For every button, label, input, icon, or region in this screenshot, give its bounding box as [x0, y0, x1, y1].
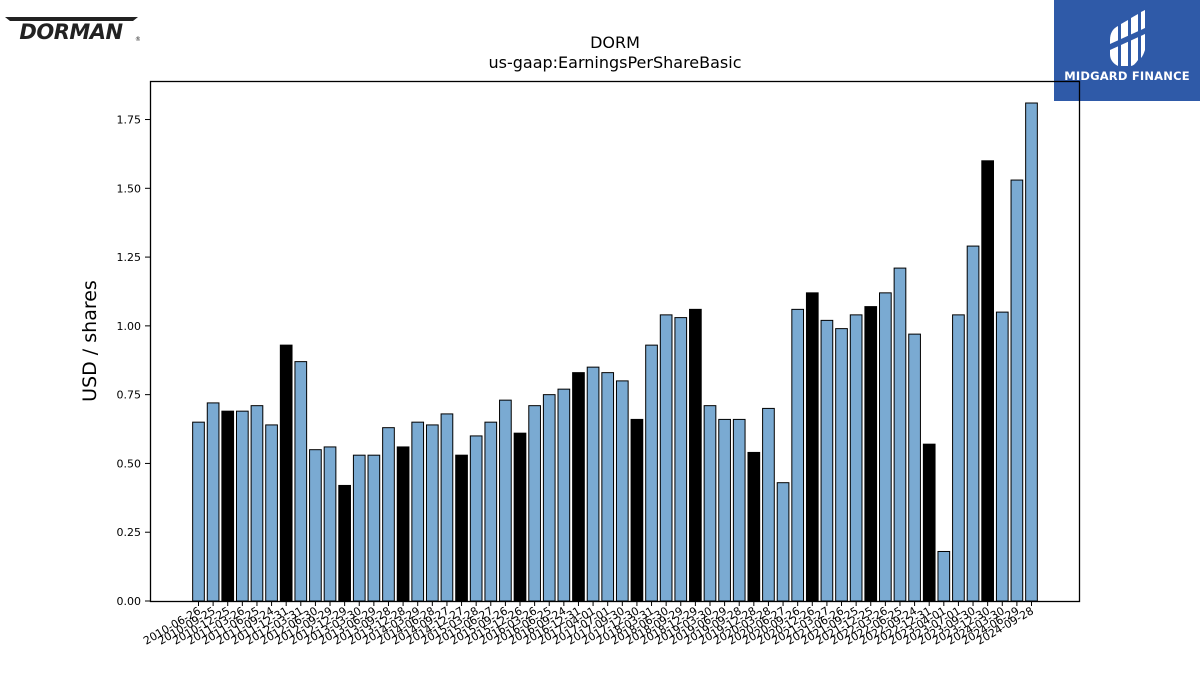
bar-2015-06-27: [484, 421, 498, 602]
y-tick-label: 0.75: [117, 389, 142, 402]
midgard-finance-logo: MIDGARD FINANCE: [1054, 0, 1200, 101]
bar-2020-03-28: [762, 407, 775, 602]
bar-2011-03-26: [236, 410, 249, 602]
bar-2017-09-30: [615, 380, 629, 602]
bar-2021-03-27: [820, 319, 834, 602]
y-axis: 0.00 0.25 0.50 0.75 1.00 1.25 1.50 1.75: [117, 114, 150, 608]
bar-2018-12-29: [689, 308, 702, 602]
bar-2023-07-01: [952, 314, 965, 602]
plot-frame: [149, 80, 1081, 603]
bar-2016-09-24: [557, 388, 571, 602]
bar-2016-06-25: [542, 394, 556, 602]
bar-2014-09-27: [440, 413, 454, 602]
y-tick-label: 1.50: [117, 182, 142, 195]
bar-2019-12-28: [747, 451, 761, 602]
bar-2011-12-31: [279, 344, 293, 602]
bar-2017-04-01: [586, 366, 600, 602]
bar-2017-07-01: [601, 372, 615, 602]
bar-2023-12-30: [981, 160, 994, 602]
bar-2016-03-26: [528, 405, 541, 602]
y-tick-label: 0.25: [117, 526, 142, 539]
y-tick-label: 1.00: [117, 320, 142, 333]
bar-2011-09-24: [265, 424, 278, 602]
bar-2012-06-30: [309, 449, 322, 602]
bar-2013-06-29: [367, 454, 381, 602]
dorman-logo: DORMAN ®: [5, 14, 141, 44]
bar-2019-09-28: [732, 418, 746, 602]
bar-2010-06-26: [192, 421, 205, 602]
bar-2013-09-28: [382, 427, 395, 602]
bar-2018-09-29: [674, 317, 688, 602]
bar-2020-12-26: [805, 292, 819, 602]
bar-2015-09-26: [499, 399, 512, 602]
bar-2022-03-26: [879, 292, 892, 602]
bar-2018-06-30: [659, 314, 673, 602]
bar-2017-12-30: [630, 418, 644, 602]
bar-2011-06-25: [250, 405, 264, 602]
y-axis-label: USD / shares: [79, 280, 101, 402]
bar-2014-12-27: [455, 454, 468, 602]
dorman-logo-icon: DORMAN ®: [5, 17, 141, 44]
bar-2024-09-28: [1025, 102, 1038, 602]
bar-2019-06-29: [718, 418, 731, 602]
dorman-wordmark: DORMAN: [19, 20, 123, 44]
bar-2022-06-25: [893, 267, 907, 602]
bar-2013-12-28: [396, 446, 410, 602]
y-tick-label: 1.75: [117, 114, 142, 127]
bar-2022-12-31: [922, 443, 936, 602]
bar-2021-12-25: [864, 306, 878, 602]
bar-2024-06-29: [1010, 179, 1024, 602]
bars-group: [192, 102, 1038, 602]
bar-2022-09-24: [908, 333, 921, 602]
bar-2023-09-30: [966, 245, 980, 602]
bar-2021-06-26: [835, 328, 848, 602]
bar-2014-03-29: [411, 421, 425, 602]
x-axis: 2010-06-262010-09-252010-12-252011-03-26…: [141, 601, 1036, 648]
bar-2012-03-31: [294, 361, 308, 602]
bar-2010-09-25: [206, 402, 220, 602]
midgard-finance-name: MIDGARD FINANCE: [1064, 69, 1190, 83]
bar-2012-09-29: [323, 446, 337, 602]
bar-2015-12-26: [513, 432, 527, 602]
chart-subtitle: us-gaap:EarningsPerShareBasic: [488, 53, 741, 72]
y-tick-label: 0.00: [117, 595, 142, 608]
bar-2018-03-31: [645, 344, 658, 602]
y-tick-label: 0.50: [117, 457, 142, 470]
bar-2021-09-25: [849, 314, 863, 602]
bar-2016-12-31: [572, 372, 585, 602]
midgard-mark-icon: [1110, 10, 1145, 66]
bar-2023-04-01: [937, 550, 951, 602]
bar-2019-03-30: [703, 405, 717, 602]
y-tick-label: 1.25: [117, 251, 142, 264]
bar-2015-03-28: [469, 435, 483, 602]
bar-2013-03-30: [352, 454, 366, 602]
bar-2024-03-30: [995, 311, 1009, 602]
registered-mark: ®: [135, 36, 140, 43]
chart-title: DORM: [590, 33, 640, 52]
bar-2012-12-29: [338, 484, 351, 602]
bar-2020-06-27: [776, 482, 790, 602]
bar-2010-12-25: [221, 410, 235, 602]
bar-2014-06-28: [425, 424, 439, 602]
bar-2020-09-26: [791, 308, 805, 602]
